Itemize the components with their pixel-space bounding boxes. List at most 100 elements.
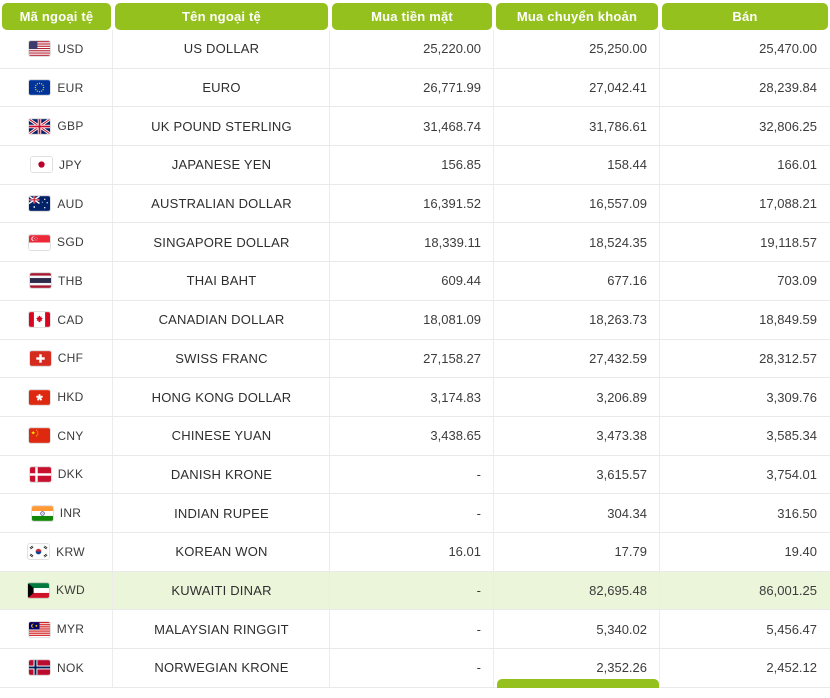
currency-code: CHF bbox=[57, 351, 84, 366]
currency-code: GBP bbox=[57, 119, 84, 134]
table-row: GBP UK POUND STERLING 31,468.74 31,786.61 32… bbox=[0, 107, 830, 147]
buy-cash-value: 18,081.09 bbox=[330, 301, 494, 339]
buy-transfer-value: 3,615.57 bbox=[494, 456, 660, 494]
buy-transfer-value: 82,695.48 bbox=[494, 572, 660, 610]
buy-cash-value: 156.85 bbox=[330, 146, 494, 184]
sell-value: 316.50 bbox=[777, 505, 817, 521]
currency-code-cell: MYR bbox=[0, 610, 113, 648]
sell-value: 28,312.57 bbox=[759, 350, 817, 366]
flag-us-icon bbox=[29, 41, 51, 57]
table-row: THB THAI BAHT 609.44 677.16 703.09 bbox=[0, 262, 830, 301]
table-row: AUD AUSTRALIAN DOLLAR 16,391.52 16,557.09 17… bbox=[0, 184, 830, 224]
table-row: USD US DOLLAR 25,220.00 25,250.00 25,470.00 bbox=[0, 30, 830, 69]
buy-cash-value: 16,391.52 bbox=[330, 185, 494, 223]
buy-transfer-value: 16,557.09 bbox=[494, 185, 660, 223]
table-row: CNY CHINESE YUAN 3,438.65 3,473.38 3,585.34 bbox=[0, 416, 830, 456]
buy-transfer-value: 3,206.89 bbox=[494, 378, 660, 416]
currency-name: AUSTRALIAN DOLLAR bbox=[113, 185, 330, 223]
buy-cash-value: 31,468.74 bbox=[330, 107, 494, 145]
currency-code: INR bbox=[59, 506, 82, 521]
currency-name: SWISS FRANC bbox=[113, 340, 330, 378]
buy-transfer-value: 25,250.00 bbox=[494, 30, 660, 68]
currency-code-cell: NOK bbox=[0, 649, 113, 687]
sell-value: 19.40 bbox=[784, 544, 817, 560]
table-row: INR INDIAN RUPEE -304.34 316.50 bbox=[0, 494, 830, 533]
currency-code: HKD bbox=[57, 390, 84, 405]
table-row: KRW KOREAN WON 16.01 17.79 19.40 bbox=[0, 532, 830, 572]
table-row: CHF SWISS FRANC 27,158.27 27,432.59 28,312.5… bbox=[0, 339, 830, 379]
buy-cash-value: - bbox=[330, 649, 494, 687]
currency-code-cell: GBP bbox=[0, 107, 113, 145]
currency-name: DANISH KRONE bbox=[113, 456, 330, 494]
currency-name: KOREAN WON bbox=[113, 533, 330, 571]
buy-cash-value: 3,438.65 bbox=[330, 417, 494, 455]
currency-name: JAPANESE YEN bbox=[113, 146, 330, 184]
sell-value: 3,309.76 bbox=[766, 389, 817, 405]
buy-cash-value: 27,158.27 bbox=[330, 340, 494, 378]
buy-transfer-value: 158.44 bbox=[494, 146, 660, 184]
flag-gb-icon bbox=[29, 118, 51, 134]
flag-hk-icon bbox=[29, 389, 51, 405]
buy-transfer-value: 31,786.61 bbox=[494, 107, 660, 145]
buy-cash-value: 609.44 bbox=[330, 262, 494, 300]
currency-code: THB bbox=[58, 273, 83, 288]
currency-code-cell: AUD bbox=[0, 185, 113, 223]
currency-name: SINGAPORE DOLLAR bbox=[113, 223, 330, 261]
sell-value: 703.09 bbox=[777, 273, 817, 289]
currency-code: KRW bbox=[56, 544, 85, 559]
buy-transfer-value: 27,432.59 bbox=[494, 340, 660, 378]
column-header-buy-cash: Mua tiền mặt bbox=[332, 3, 492, 30]
column-header-currency-code: Mã ngoại tệ bbox=[2, 3, 111, 30]
column-header-currency-name: Tên ngoại tệ bbox=[115, 3, 328, 30]
table-header: Mã ngoại tệ Tên ngoại tệ Mua tiền mặt Mu… bbox=[0, 0, 830, 30]
currency-code: DKK bbox=[57, 467, 84, 482]
currency-code-cell: THB bbox=[0, 262, 113, 300]
currency-code: JPY bbox=[59, 157, 82, 172]
buy-transfer-value: 3,473.38 bbox=[494, 417, 660, 455]
buy-cash-value: 16.01 bbox=[330, 533, 494, 571]
currency-code-cell: HKD bbox=[0, 378, 113, 416]
currency-code: CNY bbox=[57, 428, 84, 443]
currency-name: CHINESE YUAN bbox=[113, 417, 330, 455]
flag-th-icon bbox=[30, 273, 52, 289]
currency-code: SGD bbox=[57, 235, 84, 250]
currency-code-cell: DKK bbox=[0, 456, 113, 494]
currency-code-cell: SGD bbox=[0, 223, 113, 261]
table-row: EUR EURO 26,771.99 27,042.41 28,239.84 bbox=[0, 68, 830, 108]
buy-transfer-value: 5,340.02 bbox=[494, 610, 660, 648]
currency-code-cell: KRW bbox=[0, 533, 113, 571]
currency-code: KWD bbox=[56, 583, 85, 598]
buy-transfer-value: 18,524.35 bbox=[494, 223, 660, 261]
flag-kw-icon bbox=[28, 583, 50, 598]
currency-name: EURO bbox=[113, 69, 330, 107]
flag-my-icon bbox=[28, 621, 50, 637]
flag-eu-icon bbox=[29, 80, 51, 95]
column-header-buy-transfer: Mua chuyển khoản bbox=[496, 3, 658, 30]
table-row: KWD KUWAITI DINAR -82,695.48 86,001.25 bbox=[0, 571, 830, 611]
table-row: NOK NORWEGIAN KRONE -2,352.26 2,452.12 bbox=[0, 649, 830, 688]
currency-name: US DOLLAR bbox=[113, 30, 330, 68]
table-row: JPY JAPANESE YEN 156.85 158.44 166.01 bbox=[0, 146, 830, 185]
currency-code: AUD bbox=[57, 196, 84, 211]
currency-code-cell: USD bbox=[0, 30, 113, 68]
currency-code-cell: EUR bbox=[0, 69, 113, 107]
table-body: USD US DOLLAR 25,220.00 25,250.00 25,470.00 E… bbox=[0, 30, 830, 688]
buy-cash-value: - bbox=[330, 456, 494, 494]
currency-code-cell: JPY bbox=[0, 146, 113, 184]
currency-code: MYR bbox=[56, 622, 85, 637]
flag-in-icon bbox=[31, 505, 53, 521]
currency-code: EUR bbox=[57, 80, 84, 95]
table-row: DKK DANISH KRONE -3,615.57 3,754.01 bbox=[0, 455, 830, 495]
flag-dk-icon bbox=[29, 467, 51, 482]
table-row: MYR MALAYSIAN RINGGIT -5,340.02 5,456.47 bbox=[0, 610, 830, 649]
flag-ch-icon bbox=[29, 350, 51, 366]
table-row: CAD CANADIAN DOLLAR 18,081.09 18,263.73 18,8… bbox=[0, 300, 830, 340]
buy-transfer-value: 304.34 bbox=[494, 494, 660, 532]
buy-cash-value: - bbox=[330, 494, 494, 532]
currency-name: MALAYSIAN RINGGIT bbox=[113, 610, 330, 648]
currency-code: NOK bbox=[57, 660, 84, 675]
buy-transfer-value: 27,042.41 bbox=[494, 69, 660, 107]
currency-name: UK POUND STERLING bbox=[113, 107, 330, 145]
sell-value: 32,806.25 bbox=[759, 118, 817, 134]
